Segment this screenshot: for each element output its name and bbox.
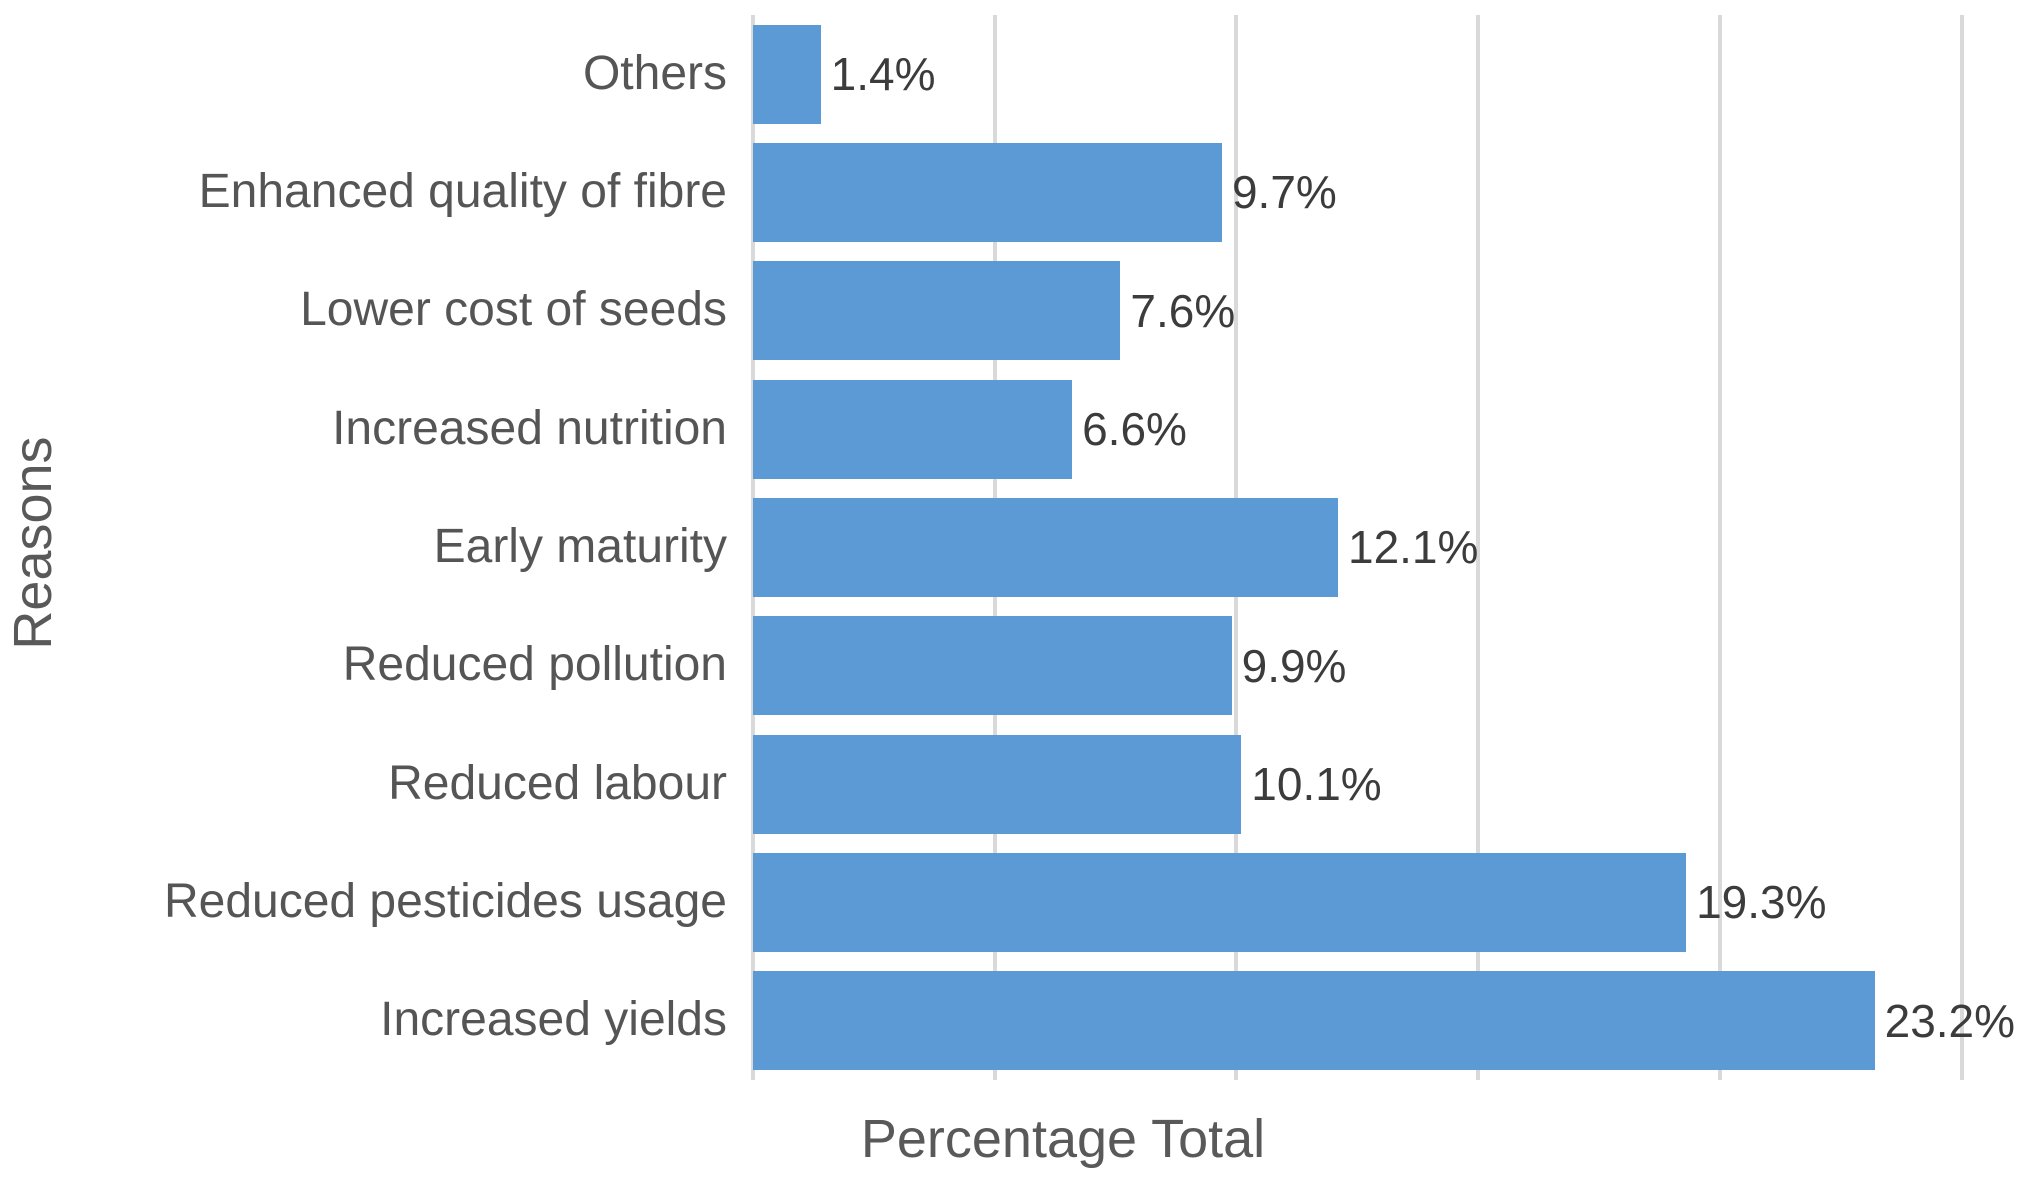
- bar-row: 6.6%: [753, 370, 2039, 488]
- bar-row: 7.6%: [753, 252, 2039, 370]
- bar-row: 23.2%: [753, 962, 2039, 1080]
- gridline-x-25: [1959, 15, 1964, 1080]
- bar-value-label: 1.4%: [830, 48, 936, 101]
- bar-value-label: 12.1%: [1347, 521, 1479, 574]
- category-label: Increased nutrition: [332, 401, 727, 455]
- x-axis-title: Percentage Total: [860, 1109, 1266, 1169]
- bar-row: 1.4%: [753, 15, 2039, 133]
- bar-value-label: 23.2%: [1884, 994, 2016, 1047]
- bar: [753, 497, 1338, 597]
- bar: [753, 616, 1232, 716]
- bar-row: 12.1%: [753, 488, 2039, 606]
- category-label: Increased yields: [380, 993, 727, 1047]
- plot-area: 1.4% 9.7% 7.6% 6.6% 12.1% 9.9% 10.1% 19.3% 23.2%: [751, 15, 2039, 1080]
- bar-value-label: 9.7%: [1231, 166, 1337, 219]
- bar: [753, 24, 821, 124]
- bar-value-label: 6.6%: [1082, 403, 1187, 456]
- category-label: Early maturity: [433, 520, 727, 574]
- bar-row: 19.3%: [753, 843, 2039, 961]
- category-label: Reduced labour: [388, 756, 727, 810]
- bar: [753, 852, 1687, 952]
- bar: [753, 261, 1121, 361]
- bar: [753, 734, 1242, 834]
- bar-value-label: 10.1%: [1251, 758, 1382, 811]
- bar-value-label: 19.3%: [1696, 876, 1827, 929]
- gridline-x-20: [1717, 15, 1722, 1080]
- bar: [753, 379, 1073, 479]
- bar-value-label: 9.9%: [1241, 639, 1347, 692]
- category-label: Lower cost of seeds: [300, 283, 727, 337]
- category-label: Reduced pesticides usage: [163, 875, 727, 929]
- bar-series: 1.4% 9.7% 7.6% 6.6% 12.1% 9.9% 10.1% 19.3% 23.2%: [753, 15, 2039, 1080]
- bar-row: 9.9%: [753, 607, 2039, 725]
- category-label: Enhanced quality of fibre: [198, 165, 727, 219]
- category-label: Reduced pollution: [342, 638, 727, 692]
- bar: [753, 971, 1875, 1071]
- gridline-x-15: [1476, 15, 1481, 1080]
- category-axis-labels: Others Enhanced quality of fibre Lower cos…: [0, 15, 740, 1080]
- bar-row: 10.1%: [753, 725, 2039, 843]
- category-label: Others: [582, 46, 727, 100]
- bar-row: 9.7%: [753, 133, 2039, 251]
- bar-value-label: 7.6%: [1130, 284, 1236, 337]
- bar: [753, 142, 1222, 242]
